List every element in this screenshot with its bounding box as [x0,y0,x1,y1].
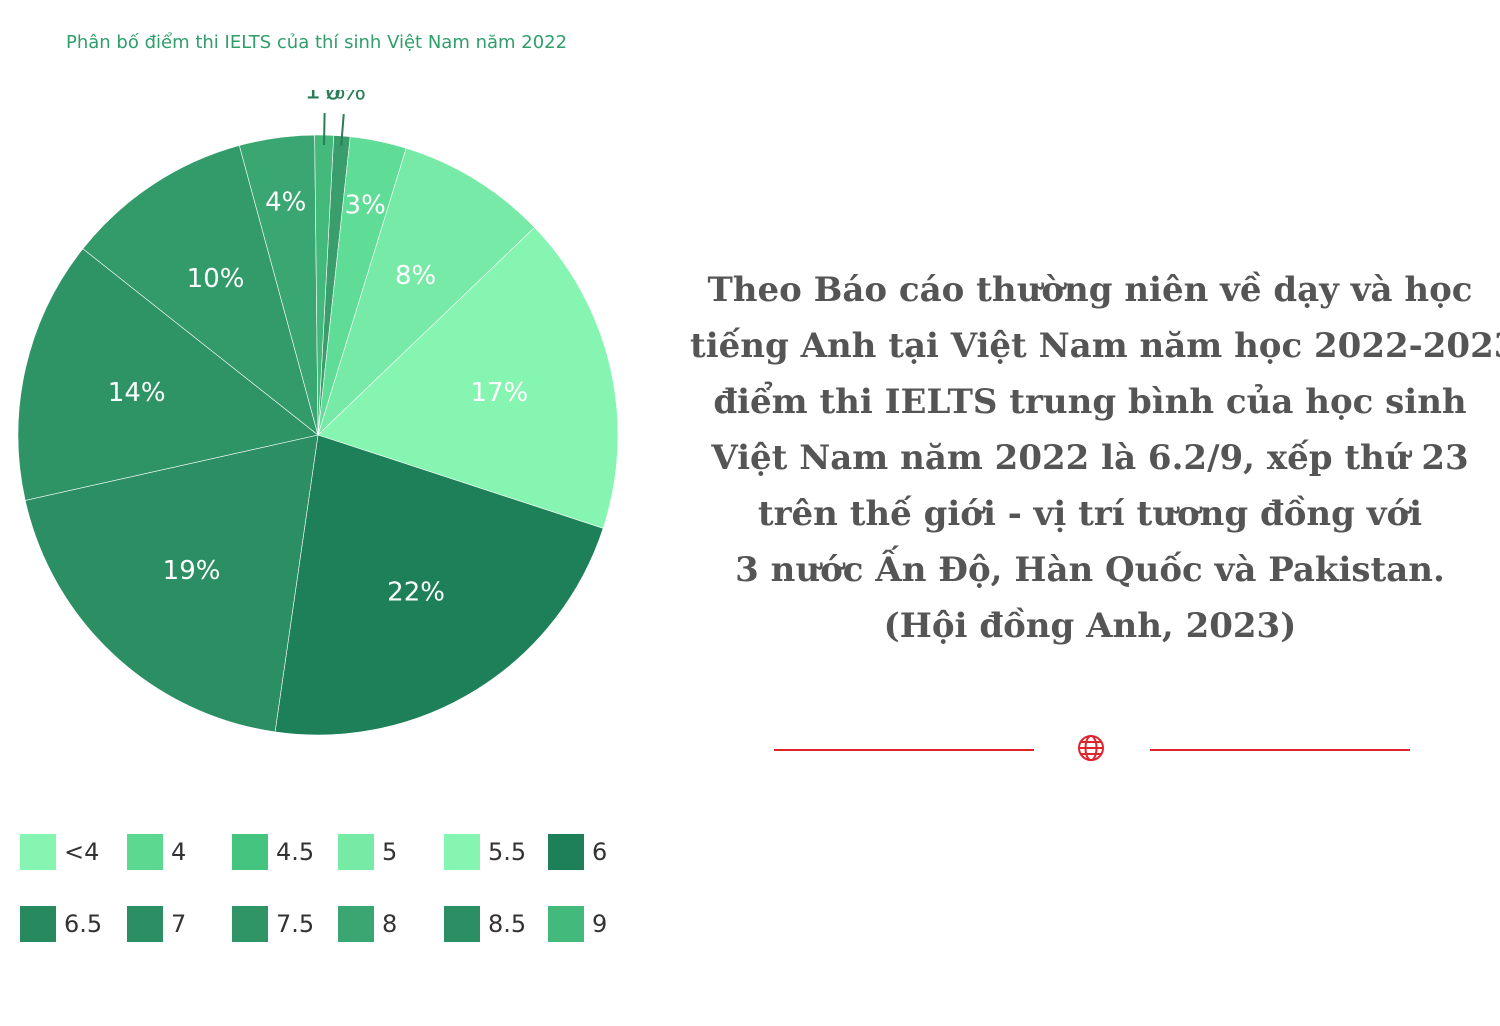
slice-label: 14% [108,378,166,408]
slice-label: 22% [387,578,445,608]
legend-item: 8.5 [444,906,526,942]
legend-swatch [444,834,480,870]
legend-item: 5.5 [444,834,526,870]
legend-label: 5.5 [488,838,527,866]
quote-line: Việt Nam năm 2022 là 6.2/9, xếp thứ 23 [711,438,1469,478]
quote-line: Theo Báo cáo thường niên về dạy và học [707,270,1473,310]
legend-item: 8 [338,906,397,942]
legend-item: 9 [548,906,607,942]
quote-line: trên thế giới - vị trí tương đồng với [757,494,1423,534]
legend-swatch [20,834,56,870]
legend-swatch [548,906,584,942]
legend-label: 6.5 [64,910,103,938]
globe-icon [1077,734,1105,762]
legend-label: 8 [382,910,398,938]
legend-item: 7.5 [232,906,314,942]
legend-item: 4.5 [232,834,314,870]
legend-item: 7 [127,906,186,942]
legend-label: 7 [171,910,187,938]
slice-label: 17% [470,378,528,408]
legend-item: 4 [127,834,186,870]
legend-swatch [548,834,584,870]
legend-swatch [232,906,268,942]
pie-slice [17,248,319,501]
divider-right [1150,749,1410,751]
legend-label: 9 [592,910,608,938]
legend-swatch [127,834,163,870]
legend-item: <4 [20,834,99,870]
slice-label: 1% [304,90,345,106]
pie-slice [24,434,319,733]
legend: <4 4 4.5 5 5.5 6 6.5 7 7.5 8 8.5 9 [20,834,640,954]
slice-label: 19% [163,556,221,586]
leader-line [322,113,326,146]
quote-line: 3 nước Ấn Độ, Hàn Quốc và Pakistan. [735,550,1445,590]
chart-title: Phân bố điểm thi IELTS của thí sinh Việt… [66,32,568,53]
pie-slice [82,145,319,436]
pie-slice [317,147,536,437]
legend-item: 6.5 [20,906,102,942]
quote-text: Theo Báo cáo thường niên về dạy và học t… [690,262,1500,654]
legend-label: <4 [64,838,100,866]
legend-label: 4 [171,838,187,866]
legend-swatch [20,906,56,942]
pie-chart: 0% 3% 8% 17% 22% 19% 14% 10% 4% 1% [17,90,619,736]
slice-label: 0% [325,90,366,107]
legend-label: 8.5 [488,910,527,938]
legend-label: 6 [592,838,608,866]
legend-swatch [338,834,374,870]
legend-item: 5 [338,834,397,870]
slice-label: 4% [265,188,306,218]
quote-line: tiếng Anh tại Việt Nam năm học 2022-2023… [690,326,1500,366]
slice-label: 8% [395,261,436,291]
divider-left [774,749,1034,751]
legend-label: 5 [382,838,398,866]
leader-line [340,113,345,147]
legend-swatch [444,906,480,942]
legend-swatch [338,906,374,942]
slice-label: 3% [345,190,386,220]
legend-item: 6 [548,834,607,870]
legend-label: 7.5 [276,910,315,938]
legend-label: 4.5 [276,838,315,866]
slice-label: 10% [187,264,245,294]
pie-slice [317,227,619,529]
legend-swatch [127,906,163,942]
pie-slice [274,434,604,736]
quote-line: điểm thi IELTS trung bình của học sinh [713,382,1467,422]
legend-swatch [232,834,268,870]
quote-line: (Hội đồng Anh, 2023) [883,606,1297,646]
